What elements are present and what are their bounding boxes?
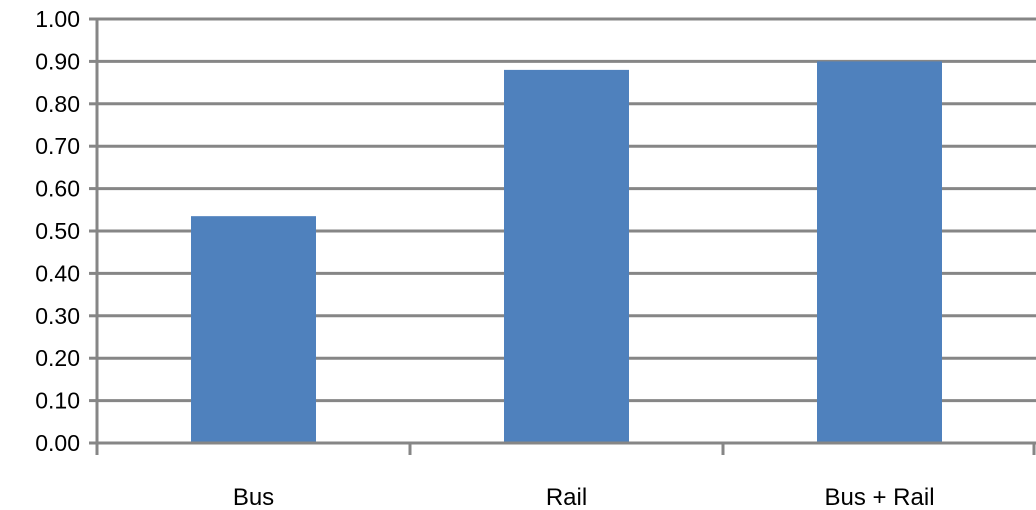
bar-rail — [504, 69, 629, 443]
y-tick-label: 0.30 — [35, 303, 80, 329]
y-tick-label: 0.00 — [35, 430, 80, 456]
bars — [191, 61, 942, 444]
y-tick-label: 0.20 — [35, 345, 80, 371]
y-tick-label: 0.90 — [35, 48, 80, 74]
bar-bus-rail — [817, 61, 942, 444]
x-category-label: Bus + Rail — [824, 484, 934, 510]
bar-bus — [191, 216, 316, 443]
y-tick-label: 1.00 — [35, 6, 80, 32]
x-category-labels: Bus Rail Bus + Rail — [233, 484, 935, 510]
y-tick-label: 0.50 — [35, 218, 80, 244]
y-tick-label: 0.60 — [35, 176, 80, 202]
y-tick-label: 0.70 — [35, 133, 80, 159]
y-tick-label: 0.40 — [35, 260, 80, 286]
axes — [89, 17, 1036, 455]
x-category-label: Rail — [546, 484, 587, 510]
y-tick-label: 0.80 — [35, 91, 80, 117]
y-tick-label: 0.10 — [35, 388, 80, 414]
y-tick-labels: 0.00 0.10 0.20 0.30 0.40 0.50 0.60 0.70 0.80 0.90… — [35, 6, 80, 456]
x-category-label: Bus — [233, 484, 274, 510]
